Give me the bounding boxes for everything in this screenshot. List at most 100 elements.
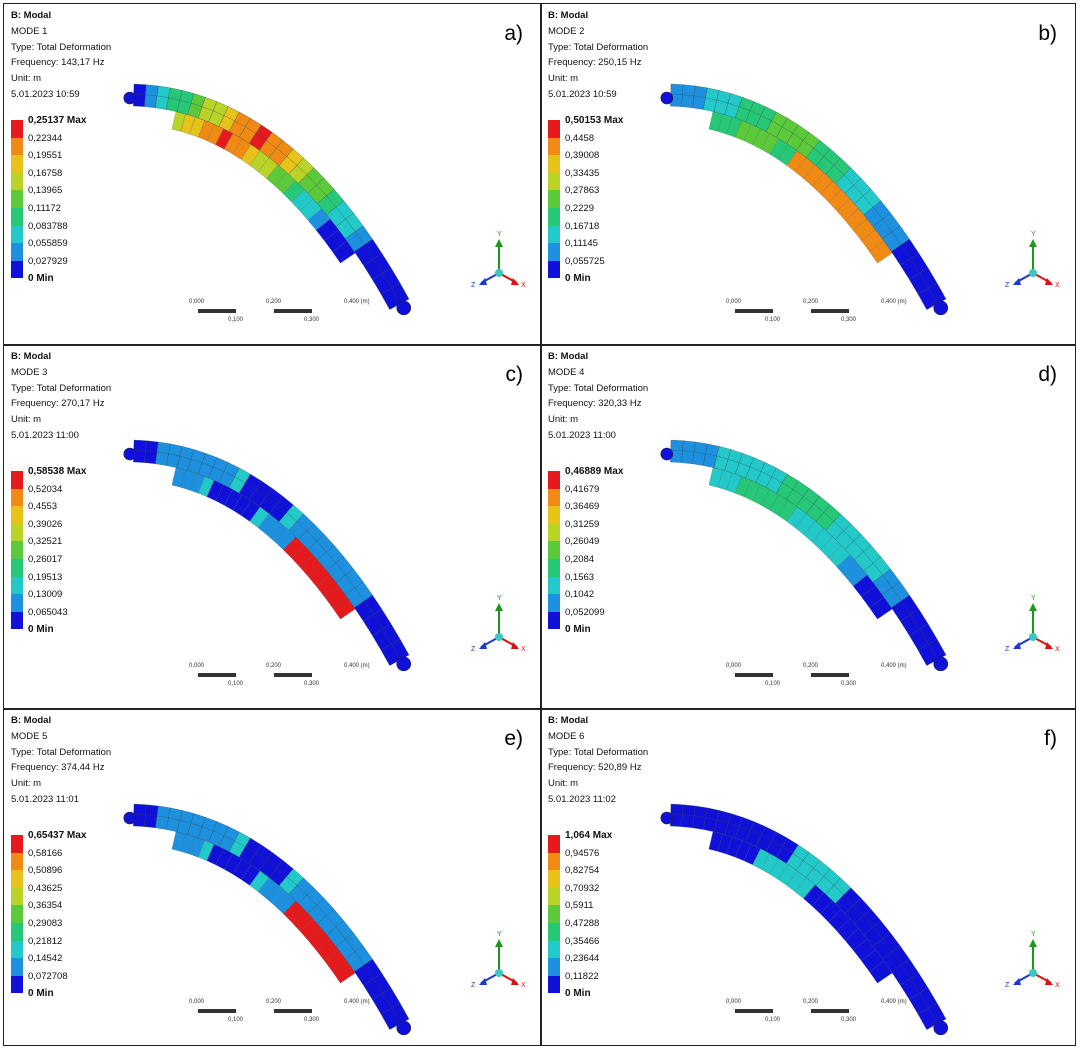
legend-value: 0,29083: [28, 917, 63, 929]
legend-min: 0 Min: [565, 988, 591, 1000]
scale-tick-label: 0,000: [726, 999, 742, 1005]
legend-value: 0,21812: [28, 935, 63, 947]
legend-swatch: [11, 541, 23, 559]
scale-bar: 0,000 0,200 0,400 (m) 0,100 0,300: [721, 663, 921, 693]
legend-value: 0,22344: [28, 132, 63, 144]
legend-swatch: [11, 852, 23, 871]
spring-eye-left: [660, 91, 674, 105]
legend-value: 0,055725: [565, 255, 605, 267]
legend-swatch: [548, 488, 560, 507]
mode-label: MODE 4: [548, 366, 585, 378]
panel-letter: f): [1044, 727, 1057, 750]
spring-eye-right: [396, 656, 412, 672]
legend-value: 0,19551: [28, 150, 63, 162]
legend-swatch: [11, 225, 23, 244]
scale-segment: [735, 1009, 773, 1013]
legend-value: 0,39008: [565, 150, 600, 162]
leaf-segment: [380, 287, 401, 310]
figure-grid: B: Modal MODE 1 Type: Total Deformation Fre…: [3, 3, 1076, 1046]
legend-value: 0,083788: [28, 220, 68, 232]
legend-min: 0 Min: [28, 988, 54, 1000]
legend-swatch: [11, 975, 23, 994]
y-axis-label: Y: [1031, 231, 1036, 238]
legend-swatch: [548, 541, 560, 559]
scale-tick-label: 0,400 (m): [881, 999, 907, 1005]
legend-value: 0,39026: [28, 518, 63, 530]
legend-swatch: [548, 137, 560, 156]
legend-swatch: [548, 887, 560, 906]
scale-tick-label: 0,300: [304, 1017, 320, 1023]
legend-value: 0,4458: [565, 132, 595, 144]
axis-triad: Y X Z: [471, 931, 526, 989]
legend-value: 0,19513: [28, 571, 63, 583]
header-label: B: Modal: [548, 715, 589, 726]
scale-tick-label: 0,400 (m): [344, 299, 370, 305]
legend-value: 0,41679: [565, 483, 600, 495]
legend-swatch: [11, 835, 23, 853]
frequency-label: Frequency: 143,17 Hz: [11, 57, 105, 69]
legend-swatch: [548, 172, 560, 191]
legend-swatch: [11, 120, 23, 138]
header-label: B: Modal: [11, 10, 52, 21]
panel-info: B: Modal MODE 6 Type: Total Deformation Fre…: [548, 713, 648, 808]
scale-segment: [198, 673, 236, 677]
legend-value: 0,11172: [28, 202, 61, 214]
legend-value: 0,1563: [565, 571, 595, 583]
frequency-label: Frequency: 270,17 Hz: [11, 398, 105, 410]
panel-info: B: Modal MODE 1 Type: Total Deformation Fre…: [11, 8, 111, 103]
z-axis-label: Z: [471, 982, 476, 989]
legend-swatch: [548, 905, 560, 923]
leaf-spring-model: [123, 439, 412, 672]
panel-d: B: Modal MODE 4 Type: Total Deformation Fre…: [541, 345, 1075, 709]
mode-label: MODE 1: [11, 25, 48, 37]
legend-value: 0,4553: [28, 501, 58, 513]
legend-swatch: [11, 207, 23, 226]
legend-value: 0,1042: [565, 589, 595, 601]
scale-tick-label: 0,400 (m): [344, 999, 370, 1005]
legend-value: 0,2229: [565, 202, 595, 214]
legend-swatch: [548, 523, 560, 542]
y-arrow-head: [1029, 603, 1037, 611]
legend-value: 0,52034: [28, 483, 63, 495]
x-axis-label: X: [1055, 282, 1060, 289]
scale-segment: [811, 309, 849, 313]
x-arrow-head: [511, 642, 519, 649]
x-arrow-head: [511, 978, 519, 985]
legend-swatch: [548, 594, 560, 612]
legend-swatch: [548, 870, 560, 888]
legend-swatch: [548, 835, 560, 853]
legend-value: 0,25137 Max: [28, 115, 87, 126]
legend-swatch: [11, 190, 23, 208]
unit-label: Unit: m: [548, 778, 579, 790]
scale-tick-label: 0,200: [803, 999, 819, 1005]
leaf-segment: [144, 450, 158, 465]
unit-label: Unit: m: [11, 414, 42, 426]
z-arrow-head: [1013, 278, 1021, 285]
legend-value: 0,70932: [565, 882, 600, 894]
x-axis-label: X: [521, 982, 526, 989]
leaf-spring-model: [660, 83, 949, 316]
legend-value: 0,5911: [565, 900, 594, 912]
y-axis-label: Y: [1031, 931, 1036, 938]
legend-value: 0,13965: [28, 185, 63, 197]
z-arrow-head: [1013, 642, 1021, 649]
scale-bar: 0,000 0,200 0,400 (m) 0,100 0,300: [184, 299, 384, 329]
scale-tick-label: 0,000: [189, 663, 205, 669]
spring-eye-left: [123, 811, 137, 825]
scale-tick-label: 0,100: [765, 681, 781, 687]
triad-origin: [495, 269, 503, 277]
legend-value: 0,27863: [565, 185, 600, 197]
scale-tick-label: 0,100: [765, 1017, 781, 1023]
spring-eye-left: [123, 447, 137, 461]
scale-segment: [274, 309, 312, 313]
legend-swatch: [11, 958, 23, 976]
spring-eye-right: [396, 1020, 412, 1036]
legend-value: 0,50896: [28, 865, 63, 877]
leaf-spring-model: [660, 439, 949, 672]
legend-swatch: [11, 611, 23, 630]
legend-swatch: [548, 922, 560, 941]
legend-value: 0,36469: [565, 501, 600, 513]
legend-swatch: [548, 611, 560, 630]
legend-swatch: [11, 260, 23, 279]
timestamp-label: 5.01.2023 10:59: [11, 88, 80, 100]
